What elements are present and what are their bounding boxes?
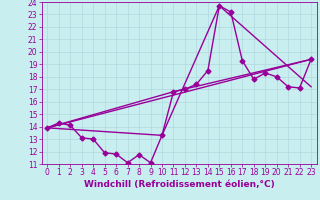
X-axis label: Windchill (Refroidissement éolien,°C): Windchill (Refroidissement éolien,°C) (84, 180, 275, 189)
